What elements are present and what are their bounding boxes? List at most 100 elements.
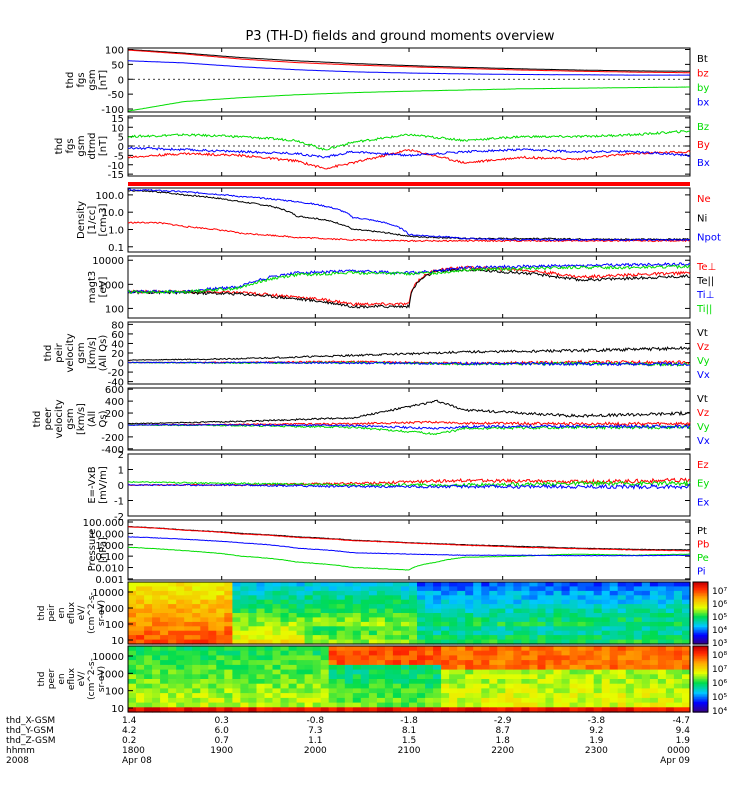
- colorbar-cell: [693, 707, 708, 710]
- spectrogram-cell: [384, 590, 394, 596]
- colorbar-cell: [693, 620, 708, 623]
- spectrogram-cell: [649, 599, 659, 605]
- spectrogram-cell: [465, 604, 474, 610]
- spectrogram-cell: [328, 650, 338, 656]
- spectrogram-cell: [481, 582, 490, 587]
- spectrogram-cell: [272, 650, 282, 656]
- spectrogram-cell: [192, 599, 201, 605]
- spectrogram-cell: [144, 604, 153, 610]
- spectrogram-cell: [657, 707, 667, 713]
- spectrogram-cell: [352, 604, 362, 610]
- spectrogram-cell: [425, 586, 434, 592]
- spectrogram-cell: [264, 626, 274, 632]
- y-tick-label: 1.0: [108, 225, 124, 236]
- spectrogram-cell: [128, 635, 137, 641]
- spectrogram-cell: [264, 707, 274, 713]
- spectrogram-cell: [376, 688, 386, 694]
- spectrogram-cell: [529, 697, 538, 704]
- spectrogram-cell: [625, 582, 635, 587]
- spectrogram-cell: [529, 669, 538, 675]
- spectrogram-cell: [465, 697, 474, 704]
- y-tick-label: 100: [105, 304, 124, 315]
- spectrogram-cell: [601, 635, 611, 641]
- spectrogram-cell: [296, 595, 306, 601]
- spectrogram-cell: [497, 604, 506, 610]
- spectrogram-cell: [384, 604, 394, 610]
- spectrogram-cell: [682, 679, 691, 685]
- spectrogram-cell: [240, 655, 249, 661]
- spectrogram-cell: [465, 639, 474, 645]
- y-axis-label: [eV]: [98, 277, 109, 298]
- spectrogram-cell: [352, 646, 362, 652]
- spectrogram-cell: [344, 617, 354, 623]
- spectrogram-cell: [649, 604, 659, 610]
- spectrogram-cell: [633, 693, 643, 699]
- spectrogram-cell: [312, 635, 322, 641]
- spectrogram-cell: [425, 630, 434, 636]
- spectrogram-cell: [545, 608, 555, 614]
- legend-vt: Vt: [697, 394, 708, 405]
- y-axis-label: sr-eV): [97, 600, 107, 626]
- spectrogram-cell: [312, 693, 322, 699]
- spectrogram-cell: [240, 702, 249, 708]
- spectrogram-cell: [497, 688, 506, 694]
- spectrogram-cell: [682, 608, 691, 614]
- spectrogram-cell: [457, 702, 466, 708]
- spectrogram-cell: [577, 707, 587, 713]
- spectrogram-cell: [216, 590, 225, 596]
- spectrogram-cell: [457, 595, 466, 601]
- spectrogram-cell: [665, 595, 675, 601]
- spectrogram-cell: [433, 639, 442, 645]
- spectrogram-cell: [352, 683, 362, 689]
- spectrogram-cell: [304, 639, 314, 645]
- spectrogram-cell: [144, 707, 153, 713]
- spectrogram-cell: [489, 674, 498, 680]
- spectrogram-cell: [513, 674, 522, 680]
- spectrogram-cell: [224, 650, 233, 656]
- colorbar-cell: [693, 646, 708, 649]
- spectrogram-cell: [641, 639, 651, 645]
- spectrogram-cell: [577, 595, 587, 601]
- spectrogram-cell: [665, 655, 675, 661]
- spectrogram-cell: [344, 707, 354, 713]
- spectrogram-cell: [633, 586, 643, 592]
- spectrogram-cell: [224, 590, 233, 596]
- spectrogram-cell: [593, 688, 603, 694]
- spectrogram-cell: [168, 697, 177, 704]
- spectrogram-cell: [288, 655, 298, 661]
- y-axis-label: magt3: [87, 271, 98, 304]
- spectrogram-cell: [561, 639, 571, 645]
- spectrogram-cell: [417, 630, 426, 636]
- spectrogram-cell: [505, 626, 514, 632]
- spectrogram-cell: [625, 655, 635, 661]
- spectrogram-cell: [457, 655, 466, 661]
- spectrogram-cell: [384, 655, 394, 661]
- y-tick-label: 5: [118, 133, 124, 144]
- spectrogram-cell: [633, 590, 643, 596]
- spectrogram-cell: [545, 646, 555, 652]
- spectrogram-cell: [200, 590, 209, 596]
- spectrogram-cell: [152, 674, 161, 680]
- spectrogram-cell: [368, 655, 378, 661]
- spectrogram-cell: [216, 630, 225, 636]
- spectrogram-cell: [457, 669, 466, 675]
- spectrogram-cell: [513, 590, 522, 596]
- y-tick-label: 15: [111, 114, 124, 125]
- spectrogram-cell: [617, 635, 627, 641]
- spectrogram-cell: [682, 693, 691, 699]
- y-axis-label: dtrnd: [87, 133, 98, 160]
- spectrogram-cell: [409, 604, 418, 610]
- spectrogram-cell: [144, 650, 153, 656]
- spectrogram-cell: [545, 664, 555, 671]
- x-tick-value: -1.8: [400, 716, 418, 726]
- spectrogram-cell: [441, 697, 450, 704]
- spectrogram-cell: [513, 655, 522, 661]
- spectrogram-cell: [537, 650, 547, 656]
- spectrogram-cell: [553, 590, 563, 596]
- spectrogram-cell: [553, 674, 563, 680]
- spectrogram-cell: [248, 650, 257, 656]
- x-tick-value: 2300: [585, 746, 608, 756]
- spectrogram-cell: [312, 608, 322, 614]
- spectrogram-cell: [280, 702, 290, 708]
